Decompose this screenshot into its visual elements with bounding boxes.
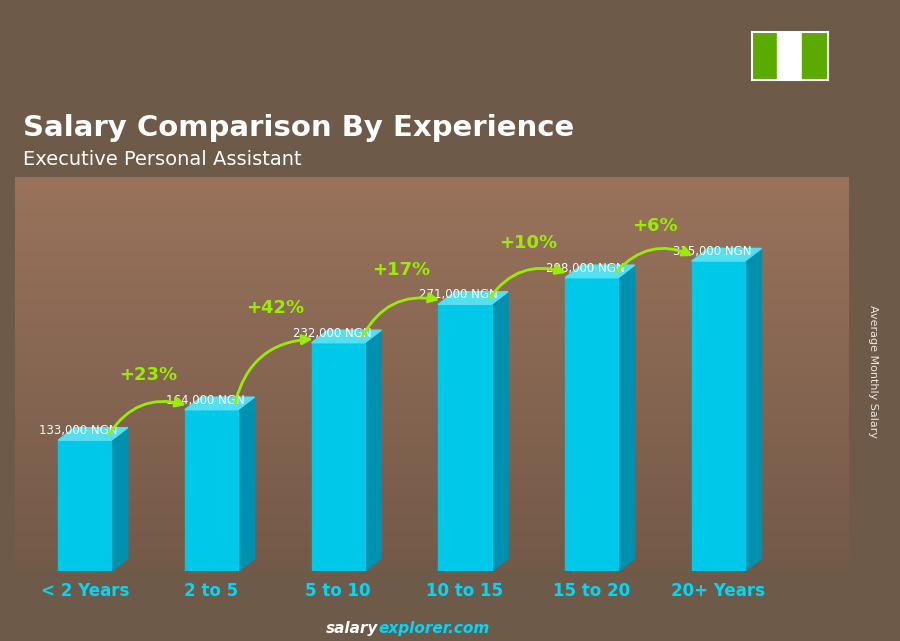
Polygon shape: [745, 249, 761, 571]
Polygon shape: [491, 292, 508, 571]
Polygon shape: [692, 249, 761, 261]
Polygon shape: [438, 292, 508, 304]
Polygon shape: [311, 330, 382, 343]
Bar: [565, 278, 618, 571]
Text: +42%: +42%: [246, 299, 304, 317]
Text: Salary Comparison By Experience: Salary Comparison By Experience: [23, 114, 574, 142]
Text: +10%: +10%: [500, 234, 557, 252]
Bar: [803, 32, 828, 80]
Bar: [438, 304, 491, 571]
Text: +17%: +17%: [373, 261, 430, 279]
Polygon shape: [58, 428, 128, 440]
Text: 232,000 NGN: 232,000 NGN: [292, 327, 371, 340]
Polygon shape: [238, 397, 255, 571]
Text: Average Monthly Salary: Average Monthly Salary: [868, 305, 878, 438]
Polygon shape: [565, 265, 634, 278]
Polygon shape: [364, 330, 382, 571]
Text: +23%: +23%: [119, 366, 177, 384]
Bar: [692, 261, 745, 571]
Text: 298,000 NGN: 298,000 NGN: [546, 262, 625, 274]
Polygon shape: [112, 428, 128, 571]
Bar: [752, 32, 777, 80]
Text: 133,000 NGN: 133,000 NGN: [39, 424, 118, 437]
Bar: [777, 32, 803, 80]
Text: Executive Personal Assistant: Executive Personal Assistant: [23, 150, 302, 169]
Text: 271,000 NGN: 271,000 NGN: [419, 288, 498, 301]
Bar: [58, 440, 112, 571]
Text: 164,000 NGN: 164,000 NGN: [166, 394, 245, 406]
Text: +6%: +6%: [633, 217, 678, 235]
Polygon shape: [618, 265, 634, 571]
Bar: [184, 410, 239, 571]
Text: salary: salary: [326, 621, 378, 637]
Text: explorer.com: explorer.com: [378, 621, 490, 637]
Bar: [15, 130, 900, 209]
Polygon shape: [184, 397, 255, 410]
Text: 315,000 NGN: 315,000 NGN: [673, 245, 752, 258]
Bar: [311, 343, 364, 571]
